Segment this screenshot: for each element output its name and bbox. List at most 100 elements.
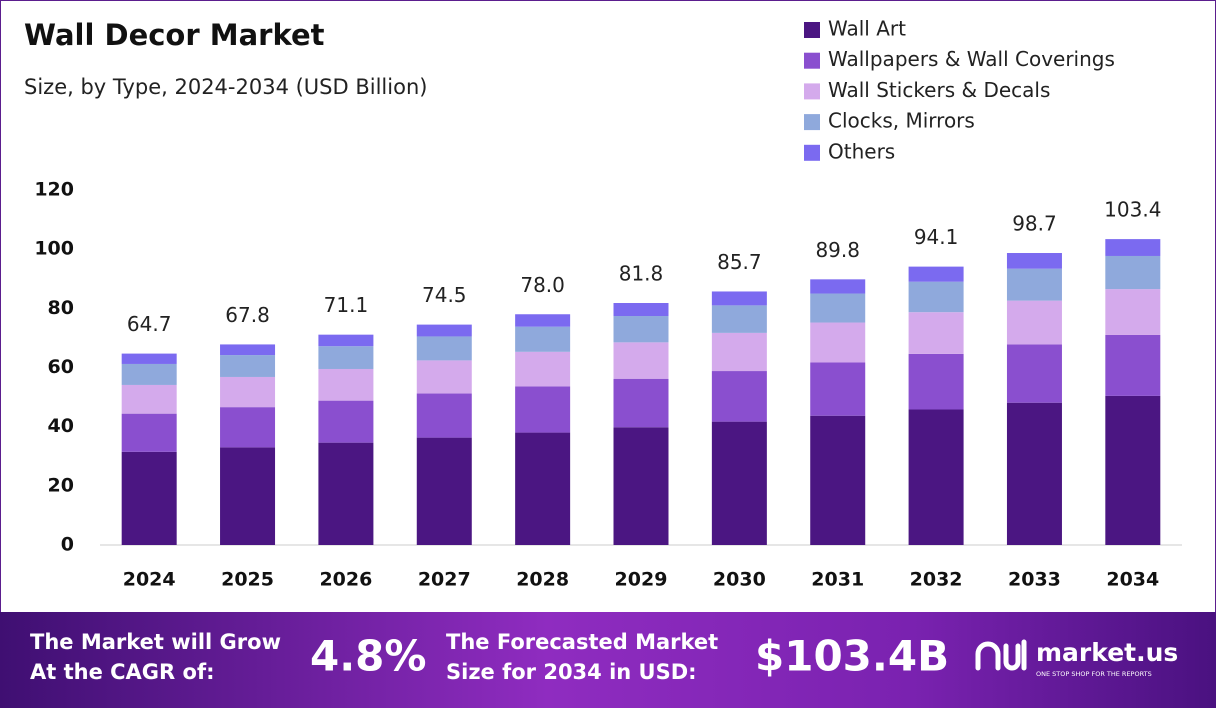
bar-segment [908,281,964,313]
y-tick-label: 60 [48,356,74,378]
footer: The Market will Grow At the CAGR of: 4.8… [0,612,1216,708]
legend-swatch [804,83,820,100]
bar-segment [908,266,964,282]
bar-segment [810,293,866,323]
bar-segment [220,407,276,448]
bar-segment [416,336,472,361]
total-label: 85.7 [717,250,762,274]
bar-segment [711,421,767,545]
footer-text: The Market will Grow [30,630,281,654]
total-label: 78.0 [520,273,565,297]
x-tick-label: 2031 [811,569,864,591]
bar-segment [810,322,866,363]
bar-segment [318,400,374,443]
brand: market.us [1036,638,1178,667]
legend-label: Others [828,139,895,163]
bar-segment [1105,289,1161,335]
bar-segment [121,451,177,545]
total-label: 67.8 [225,303,270,327]
bar-segment [416,437,472,545]
bar-segment [613,316,669,343]
total-label: 103.4 [1104,198,1161,222]
bar-segment [711,371,767,422]
legend-swatch [804,22,820,38]
y-tick-label: 0 [61,534,74,556]
footer-text: The Forecasted Market [446,630,718,654]
bar-segment [1105,334,1161,396]
bar-segment [613,342,669,379]
bar-segment [613,303,669,317]
x-tick-label: 2027 [418,569,471,591]
bar-segment [416,393,472,438]
x-tick-label: 2032 [910,569,963,591]
legend-label: Wall Art [828,17,906,41]
legend-swatch [804,114,820,131]
total-label: 74.5 [422,283,467,307]
bar-segment [1105,395,1161,545]
x-tick-label: 2024 [123,569,176,591]
total-label: 64.7 [127,312,172,336]
bar-segment [318,442,374,545]
legend-swatch [804,52,820,69]
bar-segment [318,346,374,369]
bar-segment [416,360,472,394]
bar-segment [1006,300,1062,345]
tagline: ONE STOP SHOP FOR THE REPORTS [1036,670,1152,678]
bar-segment [1006,402,1062,545]
bar-segment [515,326,571,352]
bar-segment [810,362,866,416]
bar-segment [318,368,374,401]
bar-segment [1006,344,1062,403]
bar-segment [220,344,276,356]
bar-segment [220,376,276,408]
total-label: 71.1 [324,293,369,317]
bar-segment [220,355,276,377]
x-tick-label: 2034 [1106,569,1159,591]
bar-segment [121,413,177,452]
bar-segment [908,353,964,410]
bar-segment [121,363,177,385]
footer-band [0,612,1216,708]
x-tick-label: 2030 [713,569,766,591]
x-tick-label: 2029 [615,569,668,591]
bar-segment [515,351,571,387]
bar-segment [1006,268,1062,301]
total-label: 81.8 [619,262,664,286]
y-tick-label: 40 [48,415,74,437]
legend: Wall Art Wallpapers & Wall Coverings Wall … [804,17,1115,163]
y-tick-label: 80 [48,297,74,319]
bar-segment [908,312,964,354]
cagr-value: 4.8% [310,632,426,681]
y-tick-label: 100 [34,238,74,260]
x-tick-label: 2025 [221,569,274,591]
chart-subtitle: Size, by Type, 2024-2034 (USD Billion) [24,75,427,99]
bar-segment [810,279,866,294]
bar-segment [220,447,276,545]
total-label: 94.1 [914,225,959,249]
bar-segment [711,305,767,333]
bar-segment [515,432,571,545]
x-tick-label: 2026 [319,569,372,591]
x-tick-label: 2033 [1008,569,1061,591]
y-tick-label: 120 [34,179,74,201]
brand-logo [975,639,1027,671]
bar-segment [318,334,374,347]
bar-segment [515,386,571,433]
total-label: 98.7 [1012,212,1057,236]
bar-segment [416,324,472,337]
bar-segment [908,409,964,545]
bar-segment [810,415,866,545]
legend-swatch [804,144,820,161]
y-tick-label: 20 [48,474,74,496]
bar-segment [121,353,177,364]
bar-segment [711,332,767,372]
bar-segment [711,291,767,306]
total-label: 89.8 [815,238,860,262]
bar-segment [613,378,669,428]
bar-segment [1105,255,1161,290]
x-tick-label: 2028 [516,569,569,591]
forecast-value: $103.4B [755,632,949,681]
bar-segment [1006,253,1062,269]
bar-segment [121,384,177,414]
